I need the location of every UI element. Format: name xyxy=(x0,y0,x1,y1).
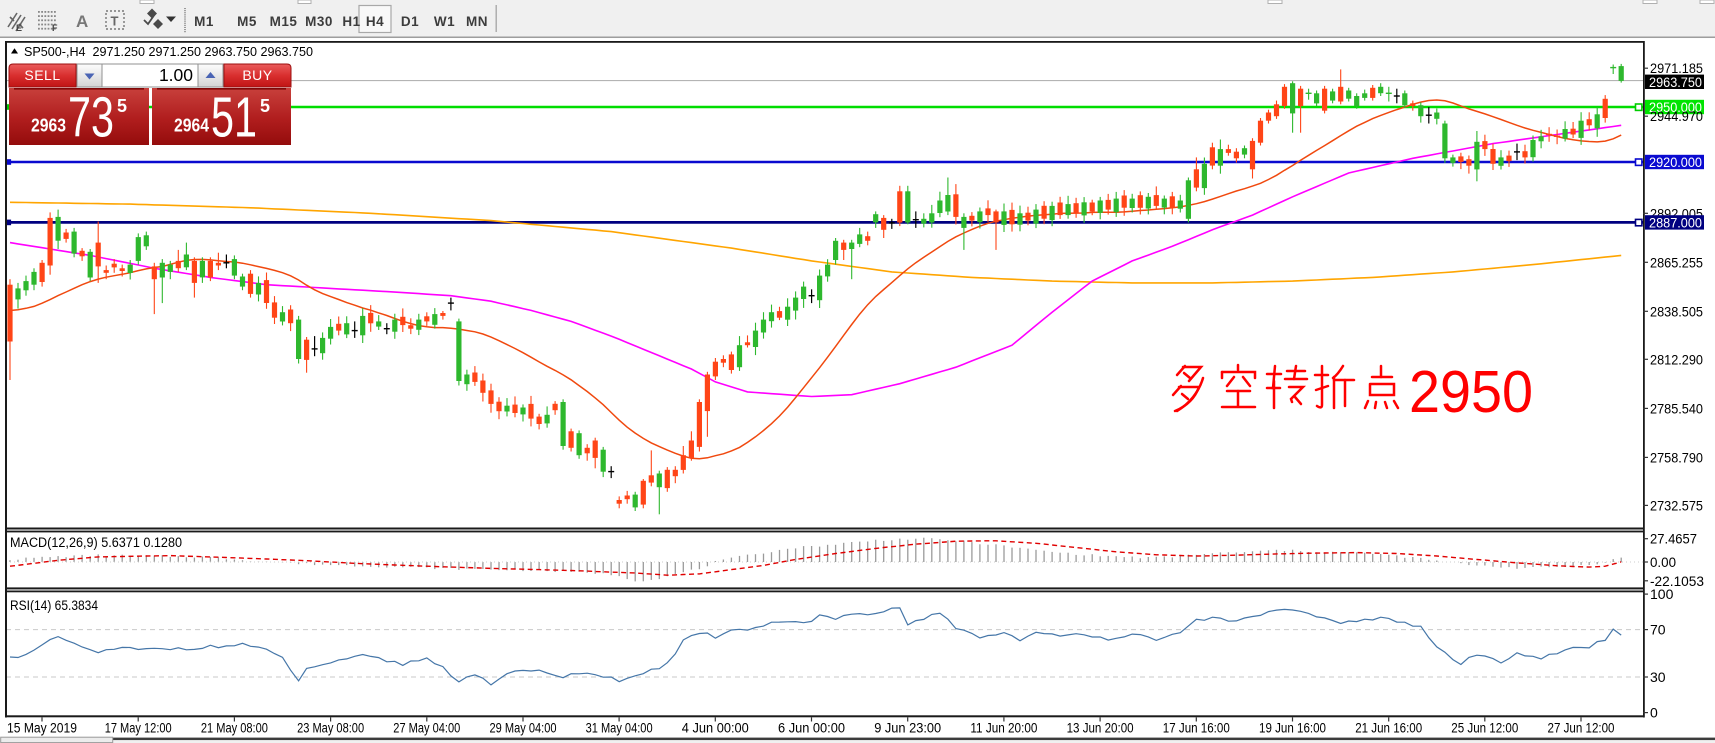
svg-text:0.00: 0.00 xyxy=(1650,554,1676,570)
svg-text:19 Jun 16:00: 19 Jun 16:00 xyxy=(1259,721,1326,736)
svg-text:M1: M1 xyxy=(194,14,214,29)
svg-text:5: 5 xyxy=(260,96,270,116)
svg-text:-22.1053: -22.1053 xyxy=(1650,573,1704,589)
svg-text:100: 100 xyxy=(1650,586,1674,602)
svg-text:E: E xyxy=(16,23,22,33)
svg-text:21 May 08:00: 21 May 08:00 xyxy=(201,721,268,736)
svg-text:SELL: SELL xyxy=(24,67,60,83)
svg-text:MN: MN xyxy=(466,14,488,29)
svg-text:RSI(14) 65.3834: RSI(14) 65.3834 xyxy=(10,598,98,613)
svg-text:2964: 2964 xyxy=(174,116,209,136)
svg-text:W1: W1 xyxy=(434,14,455,29)
svg-text:0: 0 xyxy=(1650,705,1658,721)
svg-text:30: 30 xyxy=(1650,669,1666,685)
svg-text:29 May 04:00: 29 May 04:00 xyxy=(490,721,557,736)
svg-text:6 Jun 00:00: 6 Jun 00:00 xyxy=(778,721,845,736)
svg-text:H4: H4 xyxy=(366,14,384,29)
svg-text:5: 5 xyxy=(117,96,127,116)
svg-text:15 May 2019: 15 May 2019 xyxy=(7,721,77,736)
svg-text:D1: D1 xyxy=(401,14,419,29)
svg-text:2963: 2963 xyxy=(31,116,66,136)
svg-text:21 Jun 16:00: 21 Jun 16:00 xyxy=(1355,721,1422,736)
svg-text:M5: M5 xyxy=(237,14,257,29)
svg-text:73: 73 xyxy=(68,86,114,150)
svg-text:M15: M15 xyxy=(270,14,298,29)
svg-text:2758.790: 2758.790 xyxy=(1650,449,1703,465)
svg-text:25 Jun 12:00: 25 Jun 12:00 xyxy=(1451,721,1518,736)
svg-text:27 May 04:00: 27 May 04:00 xyxy=(393,721,460,736)
svg-text:17 Jun 16:00: 17 Jun 16:00 xyxy=(1163,721,1230,736)
svg-text:T: T xyxy=(111,14,119,29)
svg-text:2838.505: 2838.505 xyxy=(1650,303,1703,319)
svg-text:2920.000: 2920.000 xyxy=(1649,154,1702,170)
svg-text:2732.575: 2732.575 xyxy=(1650,497,1703,513)
svg-text:SP500-,H4 2971.250 2971.250 2: SP500-,H4 2971.250 2971.250 2963.750 296… xyxy=(24,44,313,59)
svg-text:1.00: 1.00 xyxy=(159,65,193,85)
svg-text:MACD(12,26,9) 5.6371 0.1280: MACD(12,26,9) 5.6371 0.1280 xyxy=(10,535,182,550)
svg-text:2865.255: 2865.255 xyxy=(1650,254,1703,270)
svg-text:11 Jun 20:00: 11 Jun 20:00 xyxy=(970,721,1037,736)
svg-text:27.4657: 27.4657 xyxy=(1650,531,1697,547)
svg-text:2887.000: 2887.000 xyxy=(1649,214,1702,230)
svg-text:H1: H1 xyxy=(342,14,360,29)
svg-text:2950.000: 2950.000 xyxy=(1649,99,1702,115)
svg-text:2963.750: 2963.750 xyxy=(1649,74,1702,90)
svg-text:17 May 12:00: 17 May 12:00 xyxy=(105,721,172,736)
svg-text:2812.290: 2812.290 xyxy=(1650,351,1703,367)
svg-text:2785.540: 2785.540 xyxy=(1650,400,1703,416)
svg-text:M30: M30 xyxy=(305,14,333,29)
svg-text:2950: 2950 xyxy=(1409,359,1533,425)
svg-text:13 Jun 20:00: 13 Jun 20:00 xyxy=(1067,721,1134,736)
svg-text:27 Jun 12:00: 27 Jun 12:00 xyxy=(1548,721,1615,736)
svg-text:2944.970: 2944.970 xyxy=(1650,108,1703,124)
svg-text:4 Jun 00:00: 4 Jun 00:00 xyxy=(682,721,749,736)
svg-text:31 May 04:00: 31 May 04:00 xyxy=(586,721,653,736)
svg-text:A: A xyxy=(76,12,88,31)
svg-text:F: F xyxy=(52,23,58,33)
svg-text:51: 51 xyxy=(211,86,257,150)
svg-text:70: 70 xyxy=(1650,622,1666,638)
svg-text:BUY: BUY xyxy=(242,67,272,83)
svg-text:23 May 08:00: 23 May 08:00 xyxy=(297,721,364,736)
svg-text:9 Jun 23:00: 9 Jun 23:00 xyxy=(874,721,941,736)
svg-text:2971.185: 2971.185 xyxy=(1650,60,1703,76)
